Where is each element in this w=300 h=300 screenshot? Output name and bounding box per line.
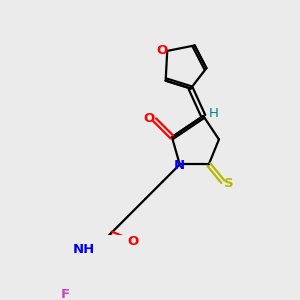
Text: H: H <box>208 107 218 120</box>
Text: O: O <box>127 235 138 248</box>
Text: NH: NH <box>73 243 95 256</box>
Text: S: S <box>224 177 233 190</box>
Text: O: O <box>156 44 167 57</box>
Text: N: N <box>173 159 184 172</box>
Text: O: O <box>144 112 155 125</box>
Text: F: F <box>60 288 70 300</box>
